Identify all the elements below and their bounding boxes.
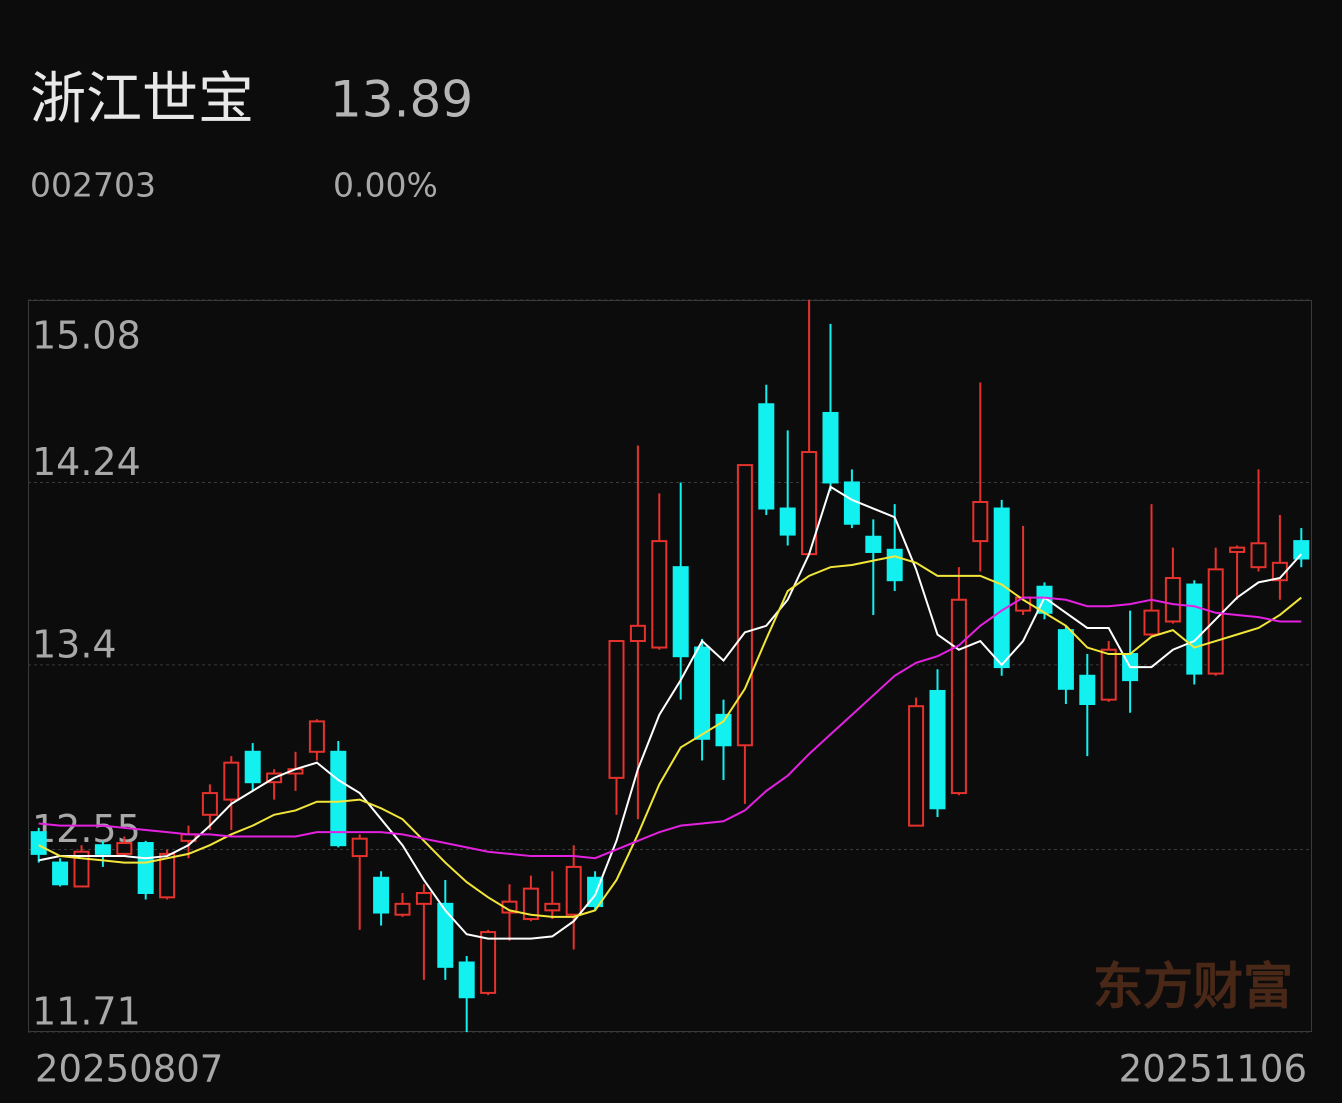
moving-average-line [38, 596, 1302, 860]
candle-body [159, 852, 176, 899]
stock-price: 13.89 [330, 71, 473, 129]
candle-body [715, 713, 732, 747]
candle-body [779, 507, 796, 536]
candle-body [1207, 568, 1224, 675]
candle-body [1100, 648, 1117, 701]
candle-body [30, 831, 47, 855]
candle-body [672, 566, 689, 658]
candle-body [972, 501, 989, 543]
candle-body [993, 507, 1010, 669]
candle-body [1229, 546, 1246, 553]
candle-body [1057, 629, 1074, 690]
candle-body [201, 792, 218, 816]
candle-body [373, 876, 390, 914]
candle-body [308, 720, 325, 753]
moving-average-line [38, 485, 1303, 940]
candle-body [94, 844, 111, 855]
candle-body [758, 403, 775, 510]
candle-body [137, 842, 154, 894]
x-tick-label: 20250807 [35, 1048, 223, 1091]
candle-body [929, 689, 946, 810]
candle-body [330, 750, 347, 847]
candle-body [1293, 540, 1310, 560]
candle-body [608, 640, 625, 779]
candle-body [437, 902, 454, 968]
candle-body [223, 761, 240, 801]
candle-body [865, 535, 882, 553]
candle-body [1143, 609, 1160, 636]
candle-body [1250, 542, 1267, 569]
candle-body [394, 902, 411, 916]
price-change: 0.00% [333, 166, 438, 205]
stock-name: 浙江世宝 [30, 67, 254, 132]
candle-body [736, 464, 753, 747]
candle-body [116, 842, 133, 855]
candle-body [351, 837, 368, 858]
watermark: 东方财富 [1093, 958, 1293, 1016]
candle-body [458, 961, 475, 999]
candle-body [73, 850, 90, 888]
candle-body [415, 891, 432, 905]
candle-body [52, 861, 69, 886]
candle-body [480, 931, 497, 994]
candle-body [629, 624, 646, 643]
candle-body [886, 548, 903, 582]
x-tick-label: 20251106 [1119, 1048, 1307, 1091]
candle-body [1186, 583, 1203, 675]
candle-body [950, 598, 967, 795]
stock-code: 002703 [30, 166, 156, 205]
candle-body [651, 540, 668, 649]
candle-body [908, 705, 925, 827]
candle-body [1079, 674, 1096, 706]
moving-average-line [38, 555, 1302, 918]
candle-body [1164, 577, 1181, 623]
y-tick-label: 11.71 [32, 990, 141, 1034]
candle-body [843, 481, 860, 525]
candle-body [694, 646, 711, 740]
candle-body [244, 750, 261, 784]
y-tick-label: 13.4 [32, 622, 117, 666]
candle-body [544, 902, 561, 912]
y-tick-label: 14.24 [32, 440, 141, 484]
y-tick-label: 15.08 [32, 314, 141, 358]
candle-body [822, 411, 839, 484]
candle-body [522, 887, 539, 921]
candle-body [565, 865, 582, 916]
